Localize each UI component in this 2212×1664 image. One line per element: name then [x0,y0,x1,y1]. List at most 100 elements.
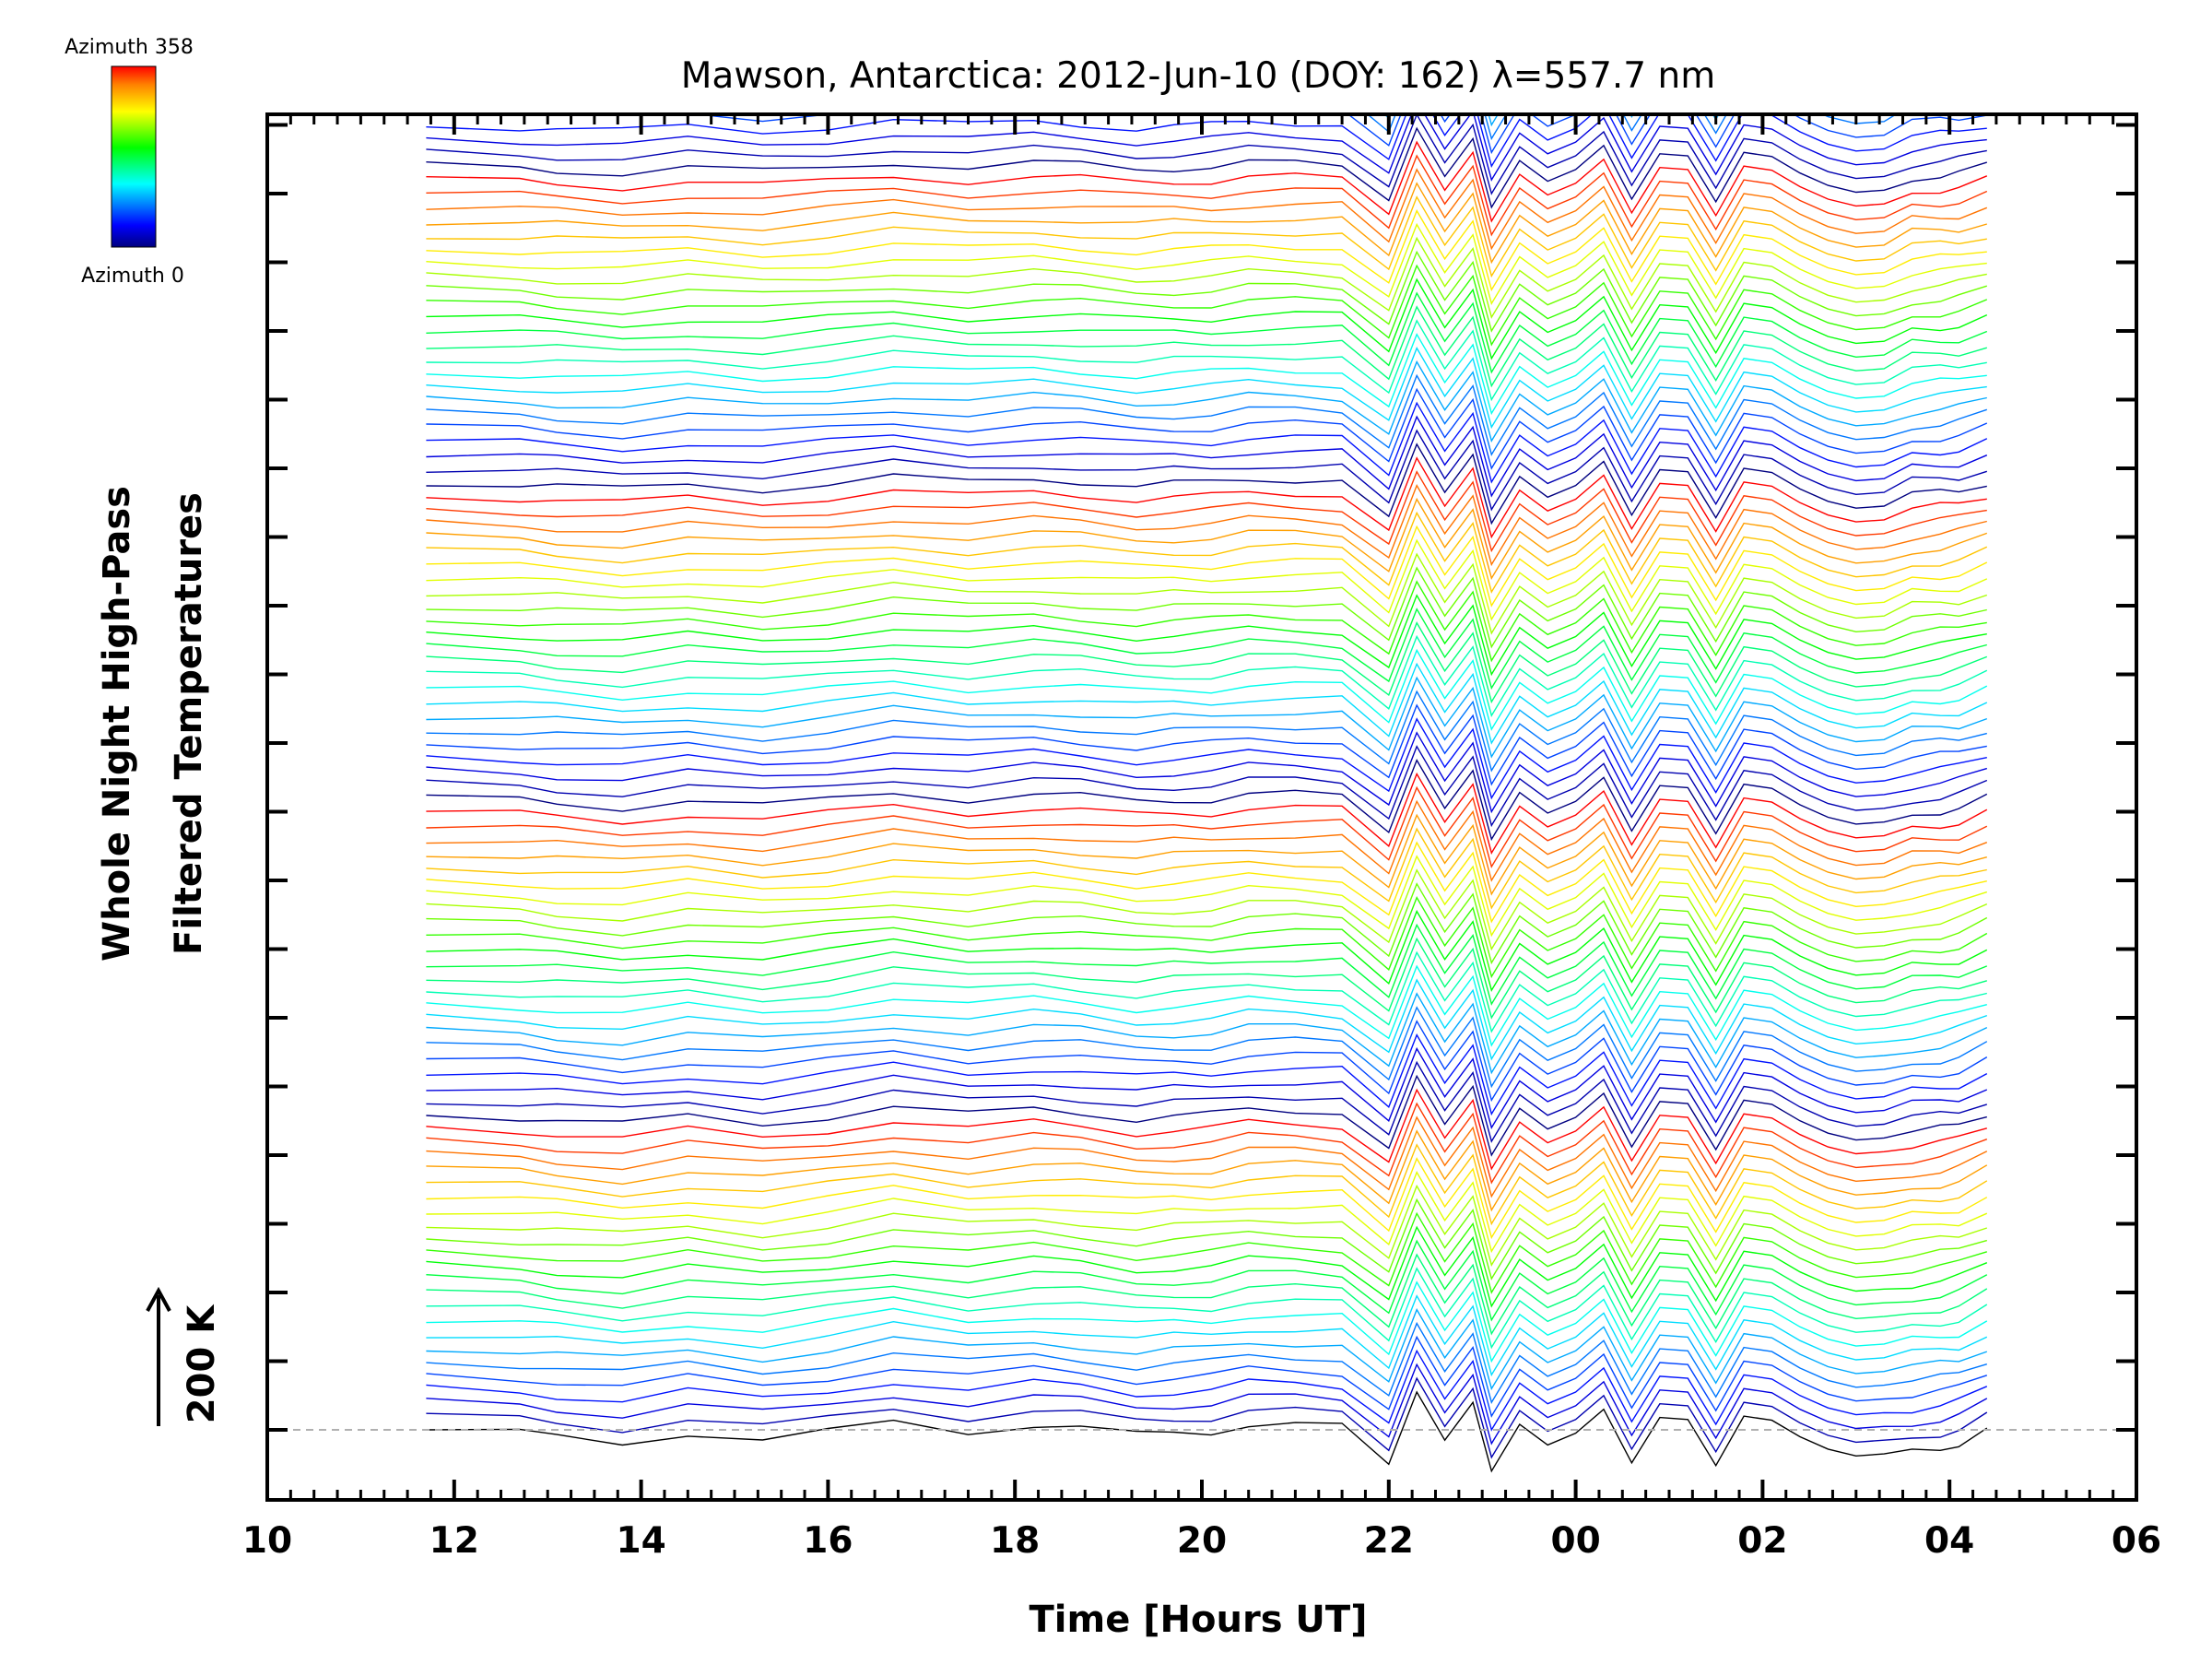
trace-line [426,1198,1987,1280]
trace-line [426,305,1987,388]
trace-line [426,717,1987,800]
trace-line [426,222,1987,305]
trace-line [426,264,1988,347]
trace-line [426,1115,1988,1198]
chart-title: Mawson, Antarctica: 2012-Jun-10 (DOY: 16… [681,55,1715,97]
trace-line [426,1225,1988,1308]
trace-line [426,950,1987,1033]
trace-line [426,785,1988,868]
trace-line [426,1157,1988,1240]
trace-line [426,1280,1988,1363]
trace-line [426,1020,1988,1103]
trace-line [426,1074,1987,1157]
trace-line [426,703,1987,786]
trace-line [426,1170,1988,1254]
trace-line [426,1239,1988,1322]
colorbar-min-label: Azimuth 0 [81,265,184,288]
trace-line [426,168,1988,251]
trace-line [426,662,1988,745]
trace-line [426,1143,1988,1226]
trace-line [426,415,1988,498]
x-tick-label: 20 [1177,1520,1227,1562]
trace-line [426,731,1987,814]
trace-line [426,456,1987,539]
trace-line [426,1321,1988,1404]
trace-line [426,1335,1988,1418]
trace-line [426,0,1986,15]
trace-line [426,909,1988,992]
trace-line [426,868,1988,951]
trace-line [426,291,1988,374]
trace-line [426,538,1988,621]
trace-line [426,1307,1988,1391]
trace-line [426,429,1988,512]
trace-line [426,0,1986,29]
trace-line [426,1294,1988,1377]
trace-line [426,195,1987,278]
trace-line [426,772,1988,855]
trace-line [426,1253,1988,1336]
trace-line [426,1033,1988,1116]
x-tick-label: 04 [1924,1520,1974,1562]
trace-line [426,443,1987,525]
trace-line [426,1376,1988,1459]
trace-line [426,937,1987,1020]
trace-line [426,964,1987,1047]
trace-line [426,1267,1988,1350]
trace-line [426,140,1988,223]
trace-line [426,799,1988,882]
trace-line [426,895,1988,979]
trace-line [426,373,1988,456]
x-tick-label: 02 [1737,1520,1787,1562]
trace-line [426,1349,1988,1432]
x-axis: 10 12 14 16 18 20 22 00 02 04 06 [242,114,2161,1562]
trace-line [426,333,1987,416]
y-axis-label-line2: Filtered Temperatures [168,492,210,955]
trace-line [426,1102,1988,1185]
x-tick-label: 06 [2112,1520,2161,1562]
trace-line [426,855,1988,938]
scale-arrow-head [146,1286,171,1312]
x-tick-label: 22 [1364,1520,1414,1562]
trace-line [426,360,1987,443]
trace-line [426,690,1987,773]
plot-frame [265,112,2138,1502]
trace-line [426,470,1987,553]
trace-line [426,758,1988,842]
trace-line [426,483,1987,567]
trace-line [426,648,1988,731]
trace-line [426,1046,1988,1129]
trace-line [426,813,1987,896]
trace-line [426,634,1988,717]
colorbar [111,65,157,248]
trace-line [426,676,1988,759]
trace-line [426,566,1987,649]
trace-line [426,0,1986,56]
x-tick-label: 16 [803,1520,853,1562]
trace-line [426,126,1988,209]
colorbar-max-label: Azimuth 358 [65,36,194,59]
trace-line [426,114,1987,195]
trace-line [426,1060,1988,1143]
trace-line [426,497,1988,580]
trace-group [426,0,1988,1473]
trace-line [426,1184,1988,1267]
trace-line [426,182,1987,265]
trace-line [426,1088,1987,1171]
trace-line [426,552,1988,635]
trace-line [426,319,1987,402]
trace-line [426,594,1987,677]
trace-line [426,1006,1988,1089]
trace-line [426,511,1988,594]
trace-line [426,154,1988,237]
trace-line [426,1390,1988,1473]
trace-line [426,992,1988,1075]
trace-line [426,1363,1988,1446]
scale-bar-label: 200 K [181,1304,223,1423]
y-axis-label-line1: Whole Night High-Pass [96,486,138,962]
x-axis-label: Time [Hours UT] [1030,1599,1368,1641]
trace-line [426,114,1987,155]
trace-line [426,277,1988,360]
